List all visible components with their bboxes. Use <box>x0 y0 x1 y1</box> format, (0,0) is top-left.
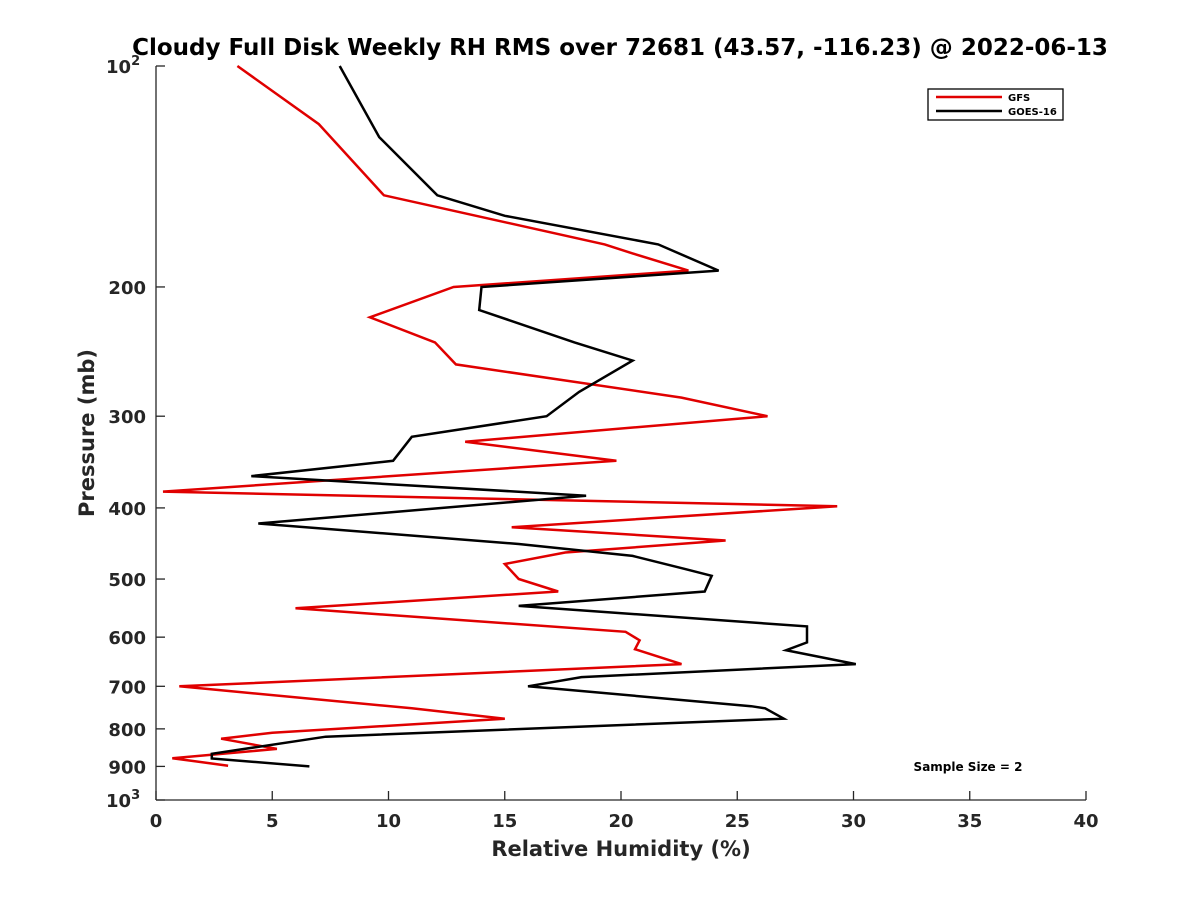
y-tick-label: 900 <box>108 757 146 778</box>
y-tick-label: 300 <box>108 407 146 428</box>
x-axis-label: Relative Humidity (%) <box>491 837 750 861</box>
legend-label-goes16: GOES-16 <box>1008 107 1057 118</box>
x-tick-label: 25 <box>725 811 750 832</box>
series-line-gfs <box>162 64 838 767</box>
x-tick-label: 30 <box>841 811 866 832</box>
x-ticks: 0 5 10 15 20 25 30 35 40 <box>150 791 1099 832</box>
y-tick-label: 400 <box>108 499 146 520</box>
x-tick-label: 10 <box>376 811 401 832</box>
sample-size-annotation: Sample Size = 2 <box>914 760 1023 774</box>
y-tick-label: 200 <box>108 278 146 299</box>
legend: GFS GOES-16 <box>927 88 1064 121</box>
y-tick-label: 102 <box>106 54 140 78</box>
chart-title: Cloudy Full Disk Weekly RH RMS over 7268… <box>132 35 1108 61</box>
legend-label-gfs: GFS <box>1008 93 1030 104</box>
x-tick-label: 15 <box>492 811 517 832</box>
y-tick-label: 103 <box>106 788 140 812</box>
x-tick-label: 20 <box>608 811 633 832</box>
x-tick-label: 5 <box>266 811 279 832</box>
y-ticks: 102 200 300 400 500 600 700 800 900 103 <box>106 54 165 812</box>
y-tick-label: 800 <box>108 720 146 741</box>
x-tick-label: 40 <box>1073 811 1098 832</box>
y-tick-label: 700 <box>108 677 146 698</box>
x-tick-label: 0 <box>150 811 163 832</box>
series-line-goes16 <box>210 65 857 768</box>
y-axis-label: Pressure (mb) <box>75 349 99 517</box>
y-tick-label: 600 <box>108 628 146 649</box>
plot-area <box>156 66 1086 800</box>
series-layer <box>162 64 857 768</box>
y-tick-label: 500 <box>108 570 146 591</box>
x-tick-label: 35 <box>957 811 982 832</box>
legend-box <box>927 88 1064 121</box>
